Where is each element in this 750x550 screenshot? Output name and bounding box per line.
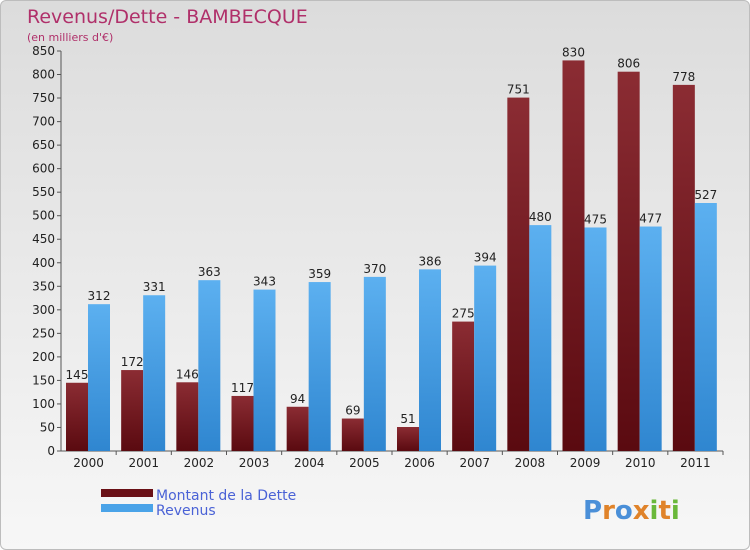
legend-label-revenus: Revenus: [156, 503, 216, 519]
bar-revenus: [363, 276, 386, 451]
data-label-debt: 146: [176, 367, 199, 381]
data-label-debt: 275: [452, 307, 475, 321]
bar-debt: [507, 97, 530, 452]
y-tick-label: 100: [32, 397, 55, 411]
x-tick-label: 2004: [294, 456, 325, 470]
data-label-debt: 94: [290, 392, 305, 406]
x-tick-label: 2008: [515, 456, 546, 470]
bar-revenus: [308, 282, 331, 451]
data-label-revenus: 343: [253, 275, 276, 289]
data-label-debt: 51: [400, 412, 415, 426]
bar-revenus: [88, 304, 110, 451]
chart-subtitle: (en milliers d'€): [27, 31, 113, 44]
y-tick-label: 0: [47, 444, 55, 458]
y-tick-label: 450: [32, 232, 55, 246]
data-label-revenus: 386: [419, 254, 442, 268]
bar-debt: [672, 84, 695, 451]
data-label-revenus: 359: [308, 267, 331, 281]
bar-revenus: [143, 295, 166, 451]
y-tick-label: 600: [32, 162, 55, 176]
bar-revenus: [474, 265, 497, 451]
bar-debt: [66, 382, 88, 451]
bar-debt: [176, 382, 199, 451]
bar-revenus: [253, 289, 276, 451]
y-tick-label: 350: [32, 279, 55, 293]
data-label-revenus: 480: [529, 210, 552, 224]
proxiti-logo: Proxiti: [583, 496, 680, 526]
y-tick-label: 250: [32, 326, 55, 340]
x-tick-label: 2003: [239, 456, 270, 470]
chart-title: Revenus/Dette - BAMBECQUE: [27, 6, 308, 28]
x-tick-label: 2001: [128, 456, 159, 470]
bar-debt: [397, 427, 419, 451]
y-tick-label: 800: [32, 68, 55, 82]
data-label-debt: 806: [617, 57, 640, 71]
y-tick-label: 300: [32, 303, 55, 317]
data-label-debt: 145: [66, 368, 89, 382]
y-tick-label: 650: [32, 138, 55, 152]
bar-debt: [231, 395, 254, 451]
y-tick-label: 550: [32, 185, 55, 199]
data-label-debt: 778: [672, 70, 695, 84]
bar-revenus: [694, 203, 717, 451]
bar-revenus: [639, 226, 662, 451]
y-tick-label: 700: [32, 115, 55, 129]
legend: Montant de la Dette Revenus: [101, 488, 296, 519]
axes: 0 50 100 150 200 250 300 350 400 450 500 550 600 650 7…: [32, 44, 724, 470]
bar-debt: [121, 370, 144, 451]
bar-revenus: [419, 269, 441, 451]
bar-debt: [286, 406, 309, 451]
y-tick-label: 400: [32, 256, 55, 270]
data-label-debt: 117: [231, 381, 254, 395]
data-label-revenus: 331: [143, 280, 166, 294]
data-label-revenus: 363: [198, 265, 221, 279]
y-tick-label: 750: [32, 91, 55, 105]
data-label-revenus: 370: [363, 262, 386, 276]
legend-swatch-debt: [101, 489, 153, 497]
data-label-debt: 69: [345, 404, 360, 418]
proxiti-logo-text: Proxiti: [583, 496, 680, 526]
bar-debt: [341, 418, 364, 451]
y-tick-label: 200: [32, 350, 55, 364]
x-tick-label: 2010: [625, 456, 656, 470]
bar-debt: [617, 71, 640, 452]
data-label-debt: 751: [507, 83, 530, 97]
legend-label-debt: Montant de la Dette: [156, 488, 296, 504]
x-tick-label: 2009: [570, 456, 601, 470]
x-tick-label: 2005: [349, 456, 380, 470]
data-label-revenus: 394: [474, 251, 497, 265]
data-label-revenus: 527: [694, 188, 717, 202]
bar-revenus: [198, 280, 221, 451]
bar-revenus: [584, 227, 607, 451]
legend-swatch-revenus: [101, 504, 153, 512]
y-tick-label: 150: [32, 373, 55, 387]
data-label-debt: 830: [562, 45, 585, 59]
bar-debt: [562, 60, 585, 451]
data-label-debt: 172: [121, 355, 144, 369]
bar-debt: [452, 321, 475, 451]
x-tick-label: 2002: [184, 456, 215, 470]
data-label-revenus: 312: [88, 289, 111, 303]
y-tick-label: 50: [40, 420, 55, 434]
x-tick-label: 2007: [459, 456, 490, 470]
x-tick-label: 2000: [73, 456, 104, 470]
x-tick-label: 2011: [680, 456, 711, 470]
bars: 145 312 172 331 146 363 117 343 94 359 69 370 51 386 2…: [66, 45, 717, 452]
y-tick-label: 500: [32, 209, 55, 223]
bar-revenus: [529, 225, 552, 451]
y-tick-label: 850: [32, 44, 55, 58]
data-label-revenus: 475: [584, 212, 607, 226]
x-tick-label: 2006: [404, 456, 435, 470]
data-label-revenus: 477: [639, 212, 662, 226]
